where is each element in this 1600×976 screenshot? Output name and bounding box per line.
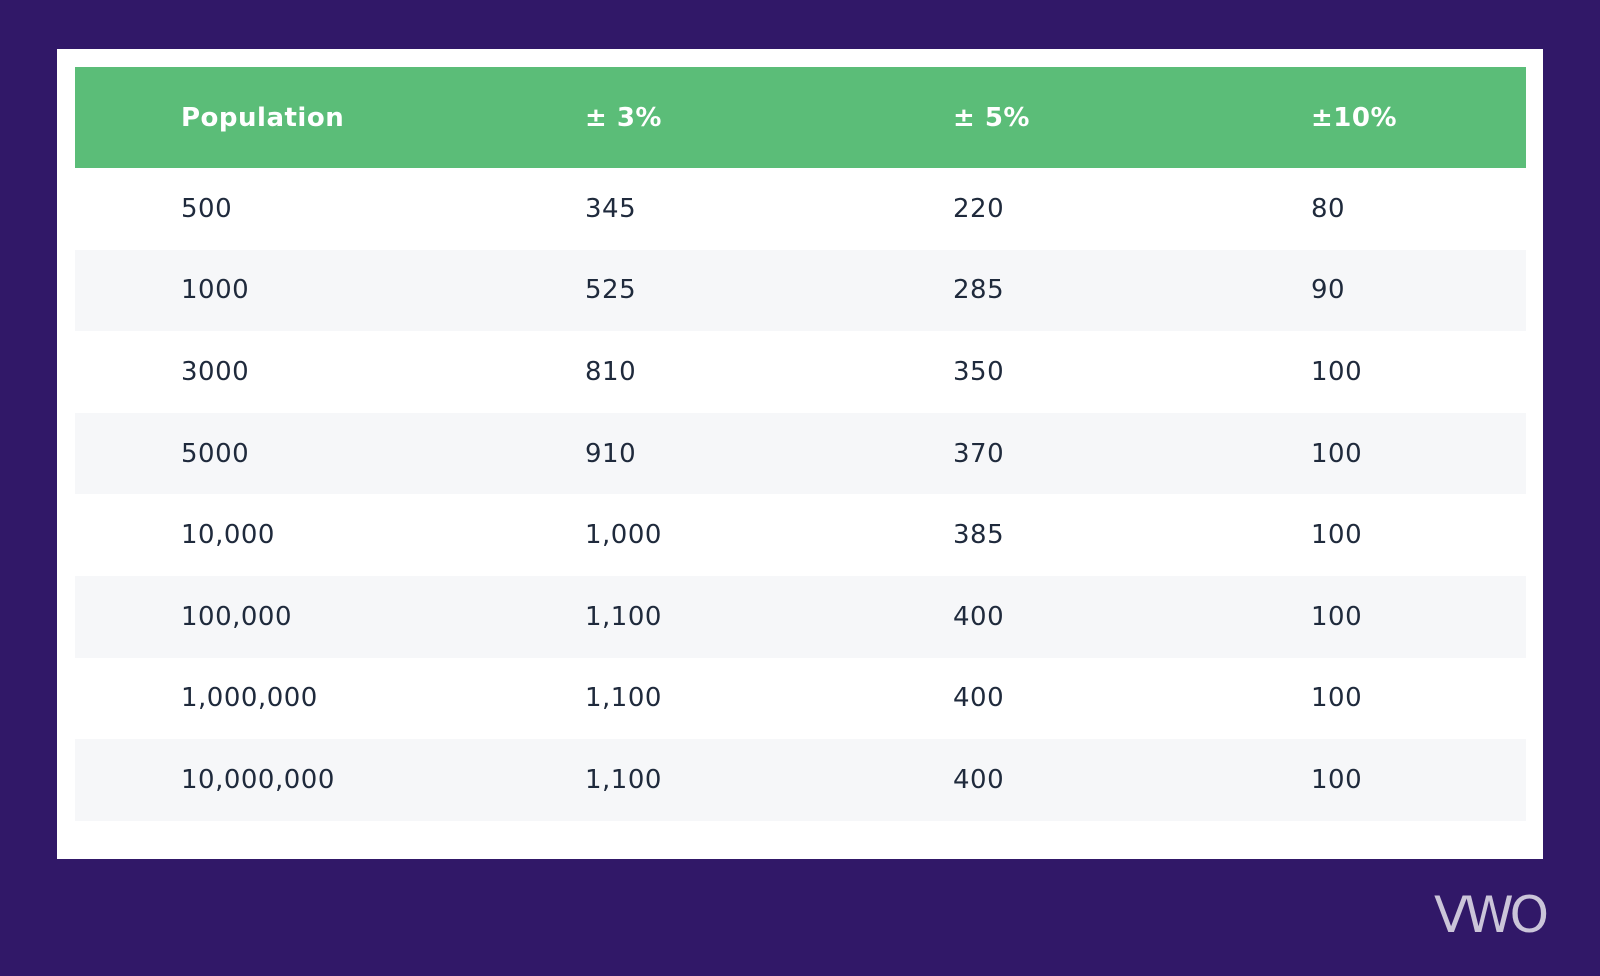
table-cell: 100 [1311,438,1363,469]
table-cell: 525 [585,275,637,306]
table-row: 1000 525 285 90 [75,249,1526,332]
table-row: 100,000 1,100 400 100 [75,575,1526,658]
header-cell: ±10% [1311,102,1398,133]
table: Population ± 3% ± 5% ±10% 500 345 220 80 1000 525… [75,67,1526,821]
logo: VWO [1434,886,1549,944]
table-cell: 3000 [181,356,250,387]
table-cell: 500 [181,193,233,224]
table-cell: 400 [953,601,1005,632]
table-cell: 100 [1311,764,1363,795]
table-row: 10,000,000 1,100 400 100 [75,739,1526,821]
header-cell: Population [181,102,345,133]
table-cell: 100,000 [181,601,293,632]
table-cell: 370 [953,438,1005,469]
card: Population ± 3% ± 5% ±10% 500 345 220 80 1000 525… [57,49,1543,859]
table-cell: 100 [1311,683,1363,714]
table-cell: 285 [953,275,1005,306]
table-cell: 5000 [181,438,250,469]
table-cell: 10,000,000 [181,764,335,795]
table-cell: 810 [585,356,637,387]
table-cell: 1,100 [585,683,662,714]
table-cell: 80 [1311,193,1346,224]
table-cell: 100 [1311,601,1363,632]
table-cell: 400 [953,764,1005,795]
table-cell: 10,000 [181,520,275,551]
table-cell: 910 [585,438,637,469]
table-cell: 1,000,000 [181,683,318,714]
table-cell: 220 [953,193,1005,224]
table-cell: 1,100 [585,764,662,795]
table-cell: 1000 [181,275,250,306]
table-cell: 100 [1311,520,1363,551]
table-row: 5000 910 370 100 [75,412,1526,495]
header-cell: ± 3% [585,102,662,133]
table-cell: 385 [953,520,1005,551]
table-cell: 90 [1311,275,1346,306]
table-cell: 1,100 [585,601,662,632]
table-cell: 400 [953,683,1005,714]
header-cell: ± 5% [953,102,1030,133]
table-cell: 350 [953,356,1005,387]
table-row: 500 345 220 80 [75,168,1526,250]
table-cell: 345 [585,193,637,224]
table-row: 10,000 1,000 385 100 [75,494,1526,576]
header-row: Population ± 3% ± 5% ±10% [75,67,1526,168]
table-row: 1,000,000 1,100 400 100 [75,658,1526,740]
table-row: 3000 810 350 100 [75,331,1526,413]
table-cell: 1,000 [585,520,662,551]
table-cell: 100 [1311,356,1363,387]
